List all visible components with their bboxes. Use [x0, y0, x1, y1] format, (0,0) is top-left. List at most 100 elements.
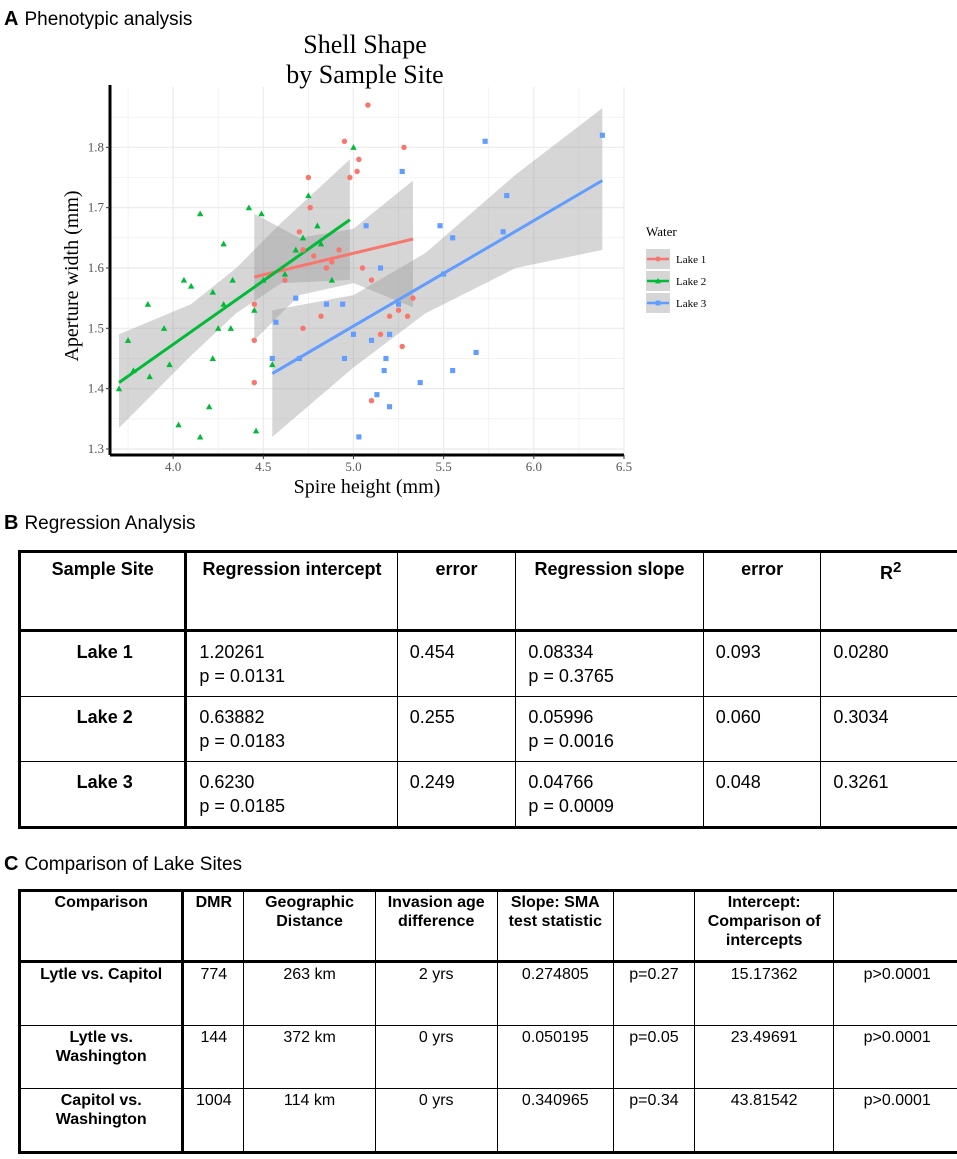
col-dmr: DMR: [182, 890, 245, 963]
data-point: [450, 367, 456, 374]
y-tick-label: 1.8: [88, 139, 104, 154]
x-tick-label: 4.5: [255, 459, 271, 474]
panel-c-label: C Comparison of Lake Sites: [4, 853, 242, 876]
col-error-2: error: [702, 551, 822, 632]
cell-intercept: 0.6230 p = 0.0185: [185, 761, 398, 828]
chart-title-line-2: by Sample Site: [286, 60, 443, 89]
data-point: [166, 361, 173, 368]
data-point: [350, 144, 357, 150]
data-point: [368, 277, 375, 283]
data-point: [220, 300, 227, 307]
cell-comparison: Lytle vs. Washington: [18, 1025, 185, 1089]
panel-b-title: Regression Analysis: [24, 513, 196, 534]
fit-lines: [118, 179, 604, 384]
cell-intercept-p: p>0.0001: [833, 1025, 957, 1089]
data-point: [354, 168, 360, 175]
x-tick-label: 5.0: [345, 459, 361, 474]
cell-comparison: Lytle vs. Capitol: [18, 961, 185, 1026]
col-slope: Regression slope: [515, 551, 704, 632]
data-point: [386, 404, 393, 410]
fit-line: [118, 218, 351, 384]
data-point: [220, 240, 227, 247]
table-row: Capitol vs. Washington 1004 114 km 0 yrs 0.3…: [18, 1088, 957, 1153]
panel-c-letter: C: [4, 853, 19, 875]
r-label: R: [880, 563, 894, 583]
regression-table: Sample Site Regression intercept error R…: [18, 550, 957, 829]
x-axis-label: Spire height (mm): [294, 476, 441, 498]
cell-error-1: 0.255: [396, 696, 517, 762]
col-sample-site: Sample Site: [18, 551, 188, 632]
slope-value: 0.05996: [528, 707, 594, 727]
cell-slope-stat: 0.050195: [496, 1025, 615, 1089]
cell-slope-p: p=0.27: [613, 961, 695, 1026]
cell-age: 2 yrs: [374, 961, 498, 1026]
data-point: [251, 337, 258, 344]
cell-r-squared: 0.3034: [820, 696, 957, 762]
data-point: [251, 307, 258, 313]
cell-error-2: 0.048: [702, 761, 822, 828]
data-points: [115, 102, 605, 440]
col-geographic-distance: Geographic Distance: [243, 890, 376, 963]
data-point: [300, 325, 306, 332]
data-point: [318, 313, 324, 319]
slope-p: p = 0.0009: [528, 796, 614, 816]
data-point: [292, 246, 299, 253]
data-point: [307, 204, 313, 211]
data-point: [252, 427, 260, 434]
intercept-p: p = 0.0185: [199, 796, 285, 816]
data-point: [317, 240, 325, 247]
data-point: [383, 355, 389, 362]
data-point: [500, 229, 506, 235]
col-intercept-p: [833, 890, 957, 963]
col-comparison: Comparison: [18, 890, 185, 963]
data-point: [115, 385, 123, 392]
data-point: [386, 331, 393, 337]
y-tick-label: 1.6: [88, 260, 105, 275]
cell-distance: 263 km: [243, 961, 376, 1026]
cell-error-1: 0.249: [396, 761, 517, 828]
data-point: [328, 276, 336, 283]
data-point: [363, 223, 369, 229]
x-tick-label: 5.5: [436, 459, 452, 474]
data-point: [417, 380, 423, 386]
data-point: [260, 276, 267, 283]
data-point: [314, 222, 321, 229]
data-point: [329, 259, 335, 265]
x-tick-label: 6.0: [526, 459, 542, 474]
table-row: Lake 1 1.20261 p = 0.0131 0.454 0.08334 p = 0…: [18, 630, 957, 697]
data-point: [124, 337, 132, 343]
data-point: [356, 156, 362, 163]
cell-slope: 0.04766 p = 0.0009: [515, 761, 704, 828]
cell-site: Lake 3: [18, 761, 188, 828]
fit-line: [253, 237, 414, 279]
y-tick-label: 1.5: [88, 320, 104, 335]
data-point: [381, 367, 387, 374]
data-point: [269, 355, 275, 362]
intercept-p: p = 0.0183: [199, 731, 285, 751]
cell-intercept-p: p>0.0001: [833, 961, 957, 1026]
panel-a-label: A Phenotypic analysis: [4, 8, 192, 31]
data-point: [386, 313, 393, 319]
data-point: [482, 138, 488, 144]
data-point: [450, 235, 456, 241]
data-point: [350, 331, 357, 337]
data-point: [341, 138, 348, 145]
cell-slope: 0.08334 p = 0.3765: [515, 630, 704, 697]
legend: Water Lake 1 Lake 2 Lake 3: [646, 224, 707, 313]
cell-dmr: 774: [182, 961, 245, 1026]
col-slope-stat: Slope: SMA test statistic: [496, 890, 615, 963]
cell-site: Lake 2: [18, 696, 188, 762]
data-point: [299, 234, 307, 241]
cell-intercept-p: p>0.0001: [833, 1088, 957, 1153]
panel-a-letter: A: [4, 8, 19, 30]
legend-label: Lake 2: [676, 276, 706, 288]
data-point: [655, 278, 661, 284]
data-point: [311, 253, 317, 259]
cell-distance: 114 km: [243, 1088, 376, 1153]
slope-value: 0.08334: [528, 642, 594, 662]
data-point: [377, 265, 384, 271]
intercept-p: p = 0.0131: [199, 666, 285, 686]
data-point: [296, 355, 302, 362]
scatter-chart: 4.0 4.5 5.0 5.5 6.0 6.5 1.3 1.4 1.5 1.6 1.7 1.8 Shel…: [61, 30, 707, 498]
y-tick-label: 1.3: [88, 441, 104, 456]
